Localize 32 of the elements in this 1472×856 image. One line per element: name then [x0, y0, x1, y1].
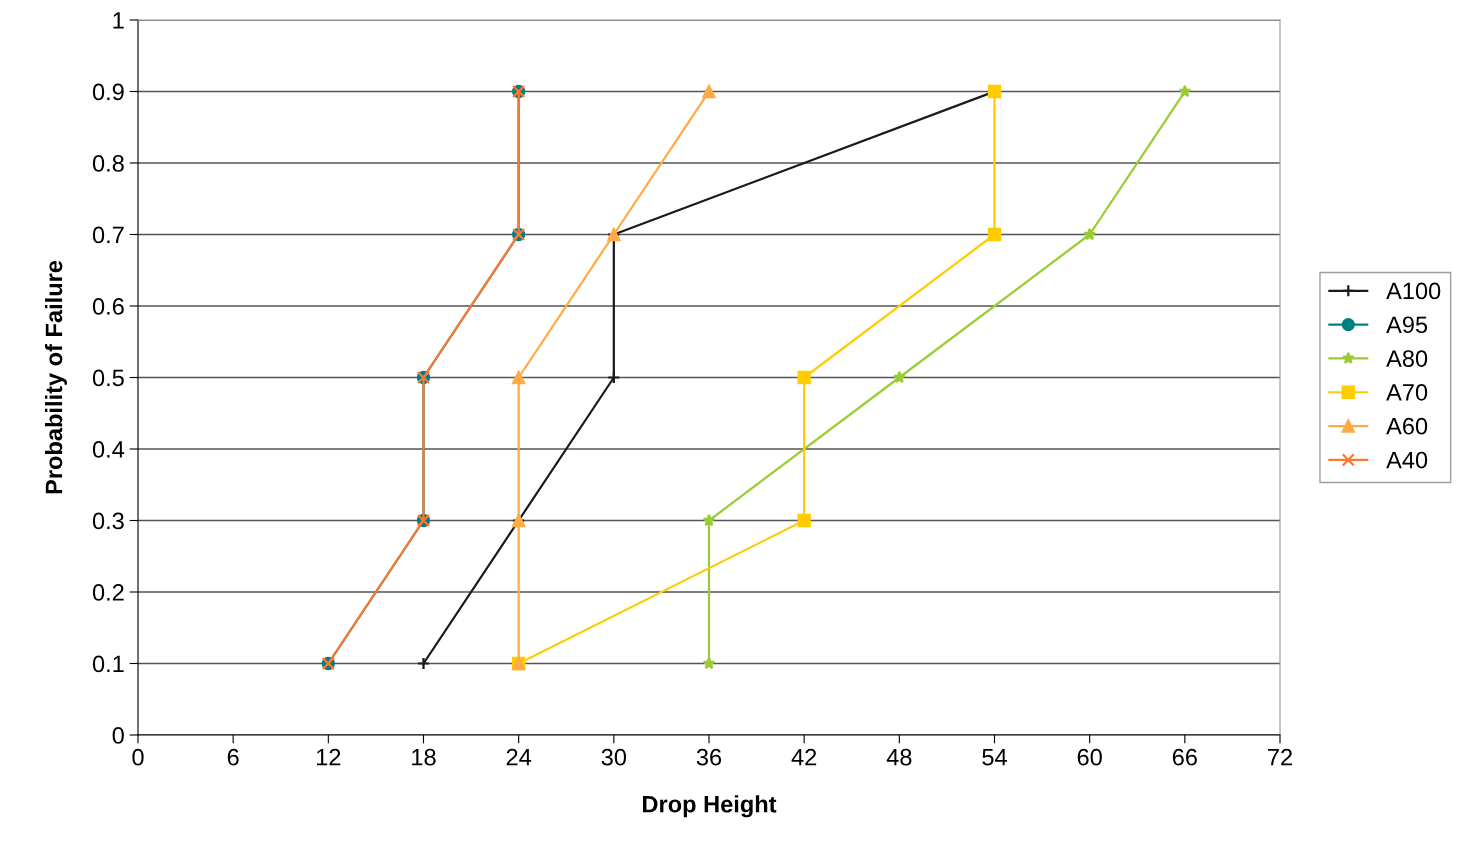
y-tick-label: 0.3: [92, 512, 124, 530]
x-tick-label: 18: [412, 748, 436, 766]
y-tick-label: 0.4: [92, 441, 125, 458]
y-tick-label: 0.2: [92, 584, 124, 601]
x-tick-label: 12: [317, 748, 341, 766]
legend-label: A95: [1386, 316, 1428, 334]
y-axis-title: Probability of Failure: [44, 260, 67, 494]
y-tick-label: 0.6: [92, 298, 124, 315]
x-tick-label: 24: [506, 748, 532, 766]
x-tick-label: 54: [982, 749, 1007, 766]
x-tick-label: 42: [791, 748, 817, 766]
x-tick-label: 36: [696, 748, 722, 766]
y-tick-label: 0.7: [92, 226, 124, 244]
x-axis-title: Drop Height: [643, 795, 777, 818]
x-tick-label: 48: [886, 748, 912, 766]
y-tick-label: 0.1: [92, 655, 124, 673]
x-tick-label: 66: [1172, 748, 1197, 766]
legend-label: A80: [1386, 350, 1428, 367]
y-tick-label: 0: [112, 727, 124, 744]
legend-label: A70: [1386, 384, 1428, 401]
x-tick-label: 0: [132, 748, 144, 766]
x-tick-label: 72: [1268, 748, 1292, 766]
y-tick-label: 0.9: [92, 83, 124, 101]
x-tick-label: 30: [601, 748, 627, 766]
legend-label: A100: [1386, 282, 1441, 300]
legend-label: A40: [1386, 451, 1428, 469]
y-tick-label: 0.5: [92, 369, 124, 387]
y-tick-label: 1: [113, 12, 124, 29]
legend-label: A60: [1386, 417, 1428, 435]
x-tick-label: 60: [1077, 748, 1102, 766]
x-tick-label: 6: [227, 748, 239, 766]
y-tick-label: 0.8: [92, 155, 124, 172]
